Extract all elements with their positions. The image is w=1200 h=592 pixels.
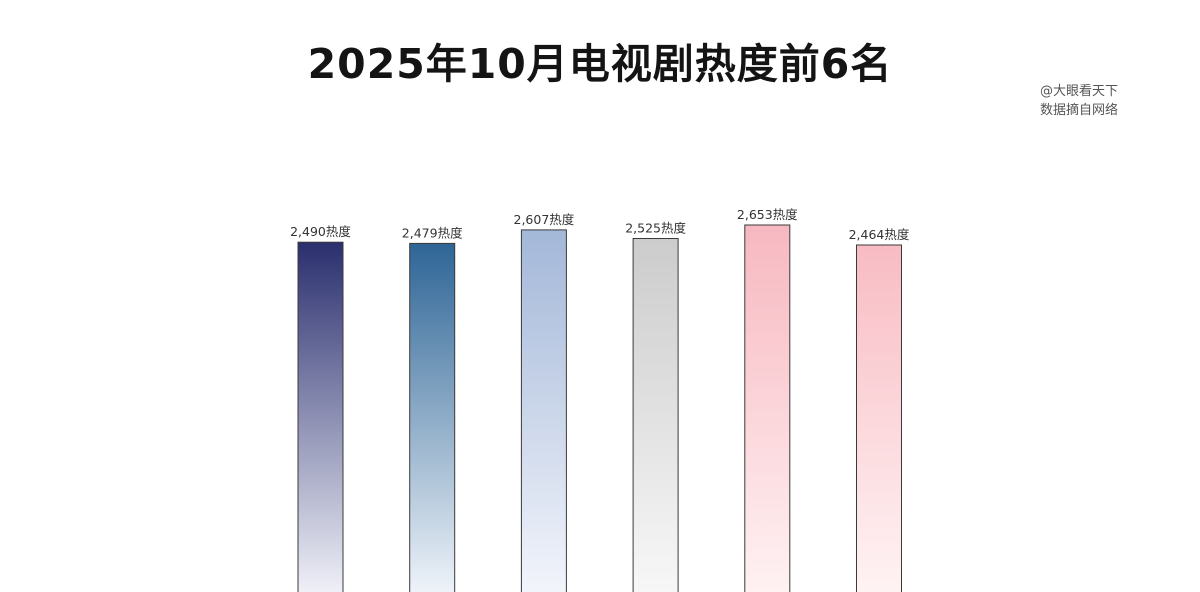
bar-6 — [856, 244, 902, 592]
bar-3 — [520, 229, 567, 592]
bar-value-label-4: 2,525热度 — [625, 221, 686, 236]
bars-group: 2,490热度 2,479热度 2,607热度 2,525热度 2,653热度 2,464… — [290, 207, 910, 592]
chart-title: 2025年10月电视剧热度前6名 — [307, 40, 893, 88]
credit-handle: @大眼看天下 — [1040, 84, 1119, 99]
bar-5 — [744, 224, 791, 592]
bar-value-label-6: 2,464热度 — [849, 227, 910, 242]
bar-value-label-5: 2,653热度 — [737, 207, 798, 222]
credit-source: 数据摘自网络 — [1040, 103, 1119, 118]
source-credit: @大眼看天下 数据摘自网络 — [1040, 82, 1118, 120]
bar-2 — [409, 242, 456, 592]
bar-4 — [632, 238, 679, 592]
bar-1 — [297, 241, 344, 592]
bar-value-label-3: 2,607热度 — [514, 212, 575, 227]
bar-value-label-2: 2,479热度 — [402, 225, 463, 240]
bar-value-label-1: 2,490热度 — [290, 224, 351, 239]
